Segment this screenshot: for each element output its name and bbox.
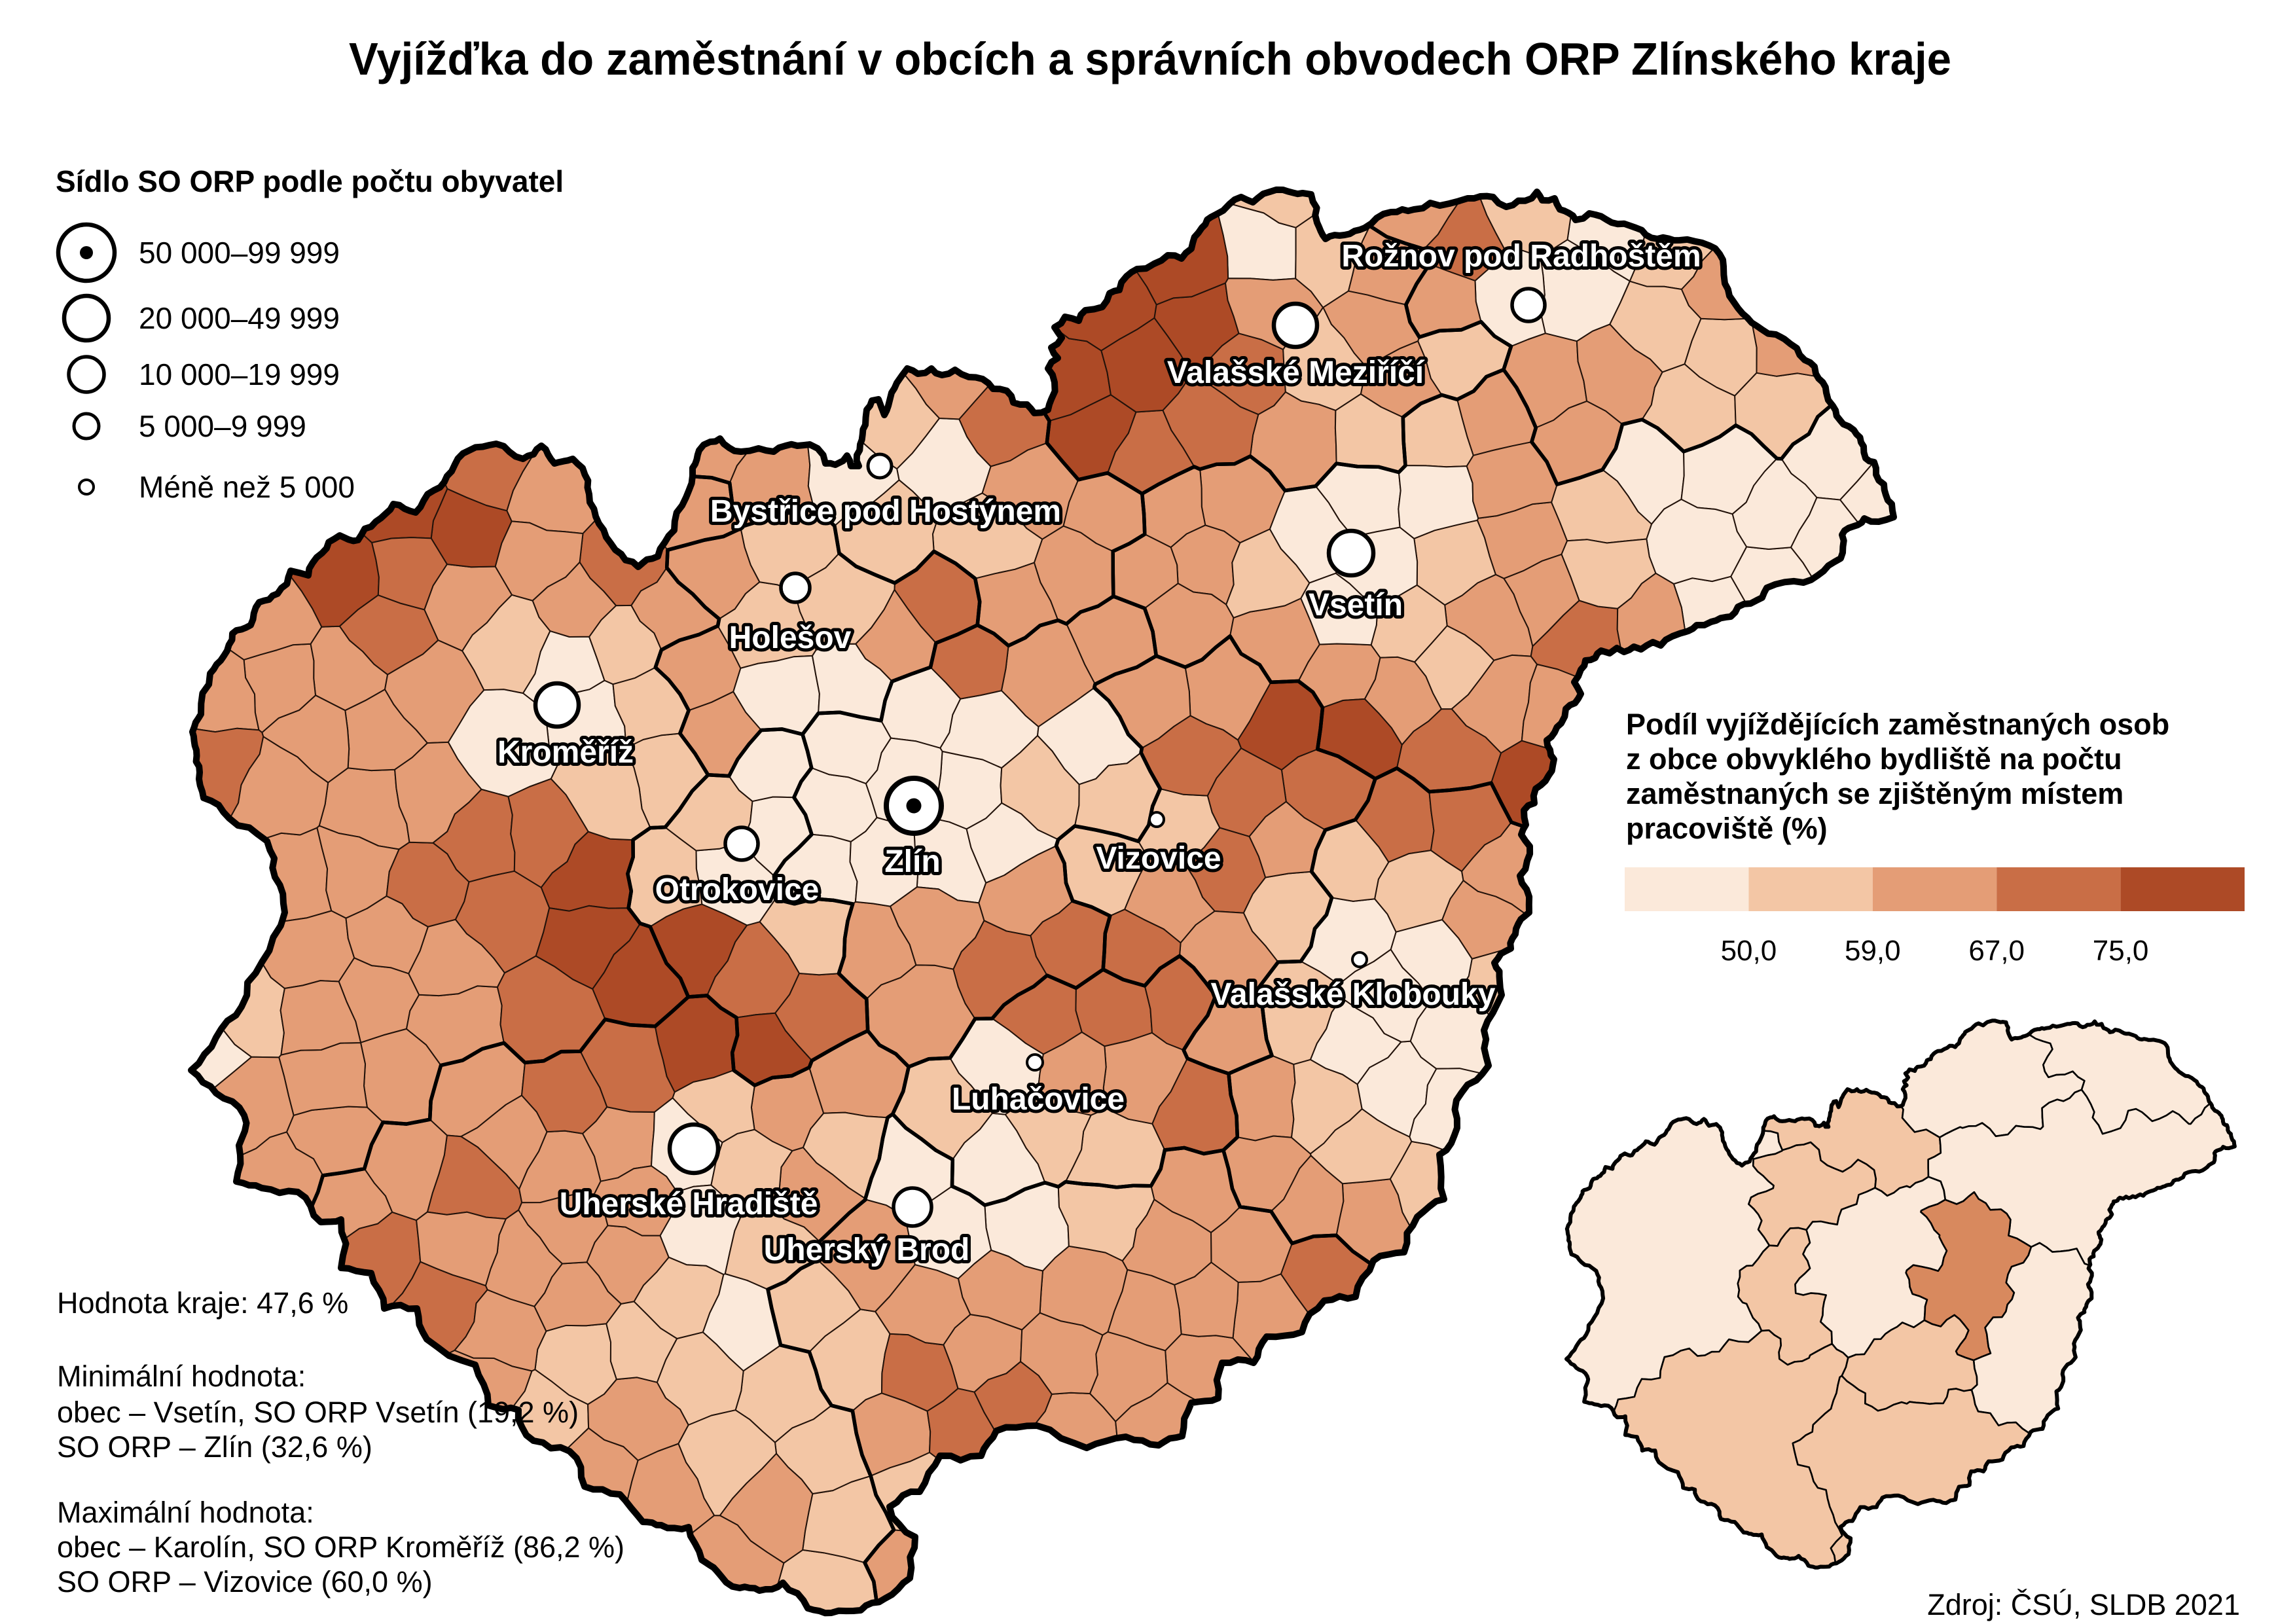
svg-text:Vyjížďka do zaměstnání v obcíc: Vyjížďka do zaměstnání v obcích a správn… [349,33,1951,84]
svg-text:Zdroj: ČSÚ, SLDB 2021: Zdroj: ČSÚ, SLDB 2021 [1927,1588,2240,1621]
svg-text:50 000–99 999: 50 000–99 999 [139,236,340,270]
svg-text:Sídlo SO ORP podle počtu obyva: Sídlo SO ORP podle počtu obyvatel [56,164,564,198]
svg-text:Vsetín: Vsetín [1309,588,1403,623]
svg-text:Luhačovice: Luhačovice [952,1082,1125,1117]
svg-text:Zlín: Zlín [884,844,940,879]
svg-text:Valašské Klobouky: Valašské Klobouky [1211,977,1496,1012]
svg-text:20 000–49 999: 20 000–49 999 [139,301,340,335]
svg-text:z obce obvyklého bydliště na p: z obce obvyklého bydliště na počtu [1626,742,2122,776]
svg-text:5 000–9 999: 5 000–9 999 [139,409,306,443]
svg-text:Maximální hodnota:: Maximální hodnota: [57,1496,314,1529]
svg-text:Holešov: Holešov [729,621,852,655]
svg-text:SO ORP – Zlín (32,6 %): SO ORP – Zlín (32,6 %) [57,1430,372,1464]
svg-text:obec – Karolín, SO ORP Kroměří: obec – Karolín, SO ORP Kroměříž (86,2 %) [57,1530,624,1564]
svg-text:Uherské Hradiště: Uherské Hradiště [560,1187,818,1221]
svg-text:Bystřice pod Hostýnem: Bystřice pod Hostýnem [710,494,1061,529]
svg-text:Kroměříž: Kroměříž [497,735,634,770]
svg-text:10 000–19 999: 10 000–19 999 [139,357,340,391]
svg-text:Rožnov pod Radhoštěm: Rožnov pod Radhoštěm [1341,239,1701,274]
svg-text:obec – Vsetín, SO ORP Vsetín (: obec – Vsetín, SO ORP Vsetín (19,2 %) [57,1396,579,1429]
svg-text:Uherský Brod: Uherský Brod [764,1233,970,1267]
svg-text:50,0: 50,0 [1721,935,1777,967]
svg-text:Valašské Meziříčí: Valašské Meziříčí [1167,355,1425,390]
svg-text:67,0: 67,0 [1968,935,2025,967]
svg-text:SO ORP – Vizovice (60,0 %): SO ORP – Vizovice (60,0 %) [57,1565,433,1598]
svg-text:75,0: 75,0 [2093,935,2149,967]
svg-text:zaměstnaných se zjištěným míst: zaměstnaných se zjištěným místem [1626,777,2123,810]
svg-text:pracoviště (%): pracoviště (%) [1626,812,1828,845]
svg-text:Minimální hodnota:: Minimální hodnota: [57,1360,306,1393]
svg-text:Otrokovice: Otrokovice [655,873,820,907]
svg-text:Méně než 5 000: Méně než 5 000 [139,470,355,504]
svg-text:Hodnota kraje: 47,6 %: Hodnota kraje: 47,6 % [57,1286,348,1320]
svg-text:Podíl vyjíždějících zaměstnaný: Podíl vyjíždějících zaměstnaných osob [1626,708,2169,741]
svg-text:59,0: 59,0 [1845,935,1901,967]
svg-text:Vizovice: Vizovice [1096,841,1221,876]
